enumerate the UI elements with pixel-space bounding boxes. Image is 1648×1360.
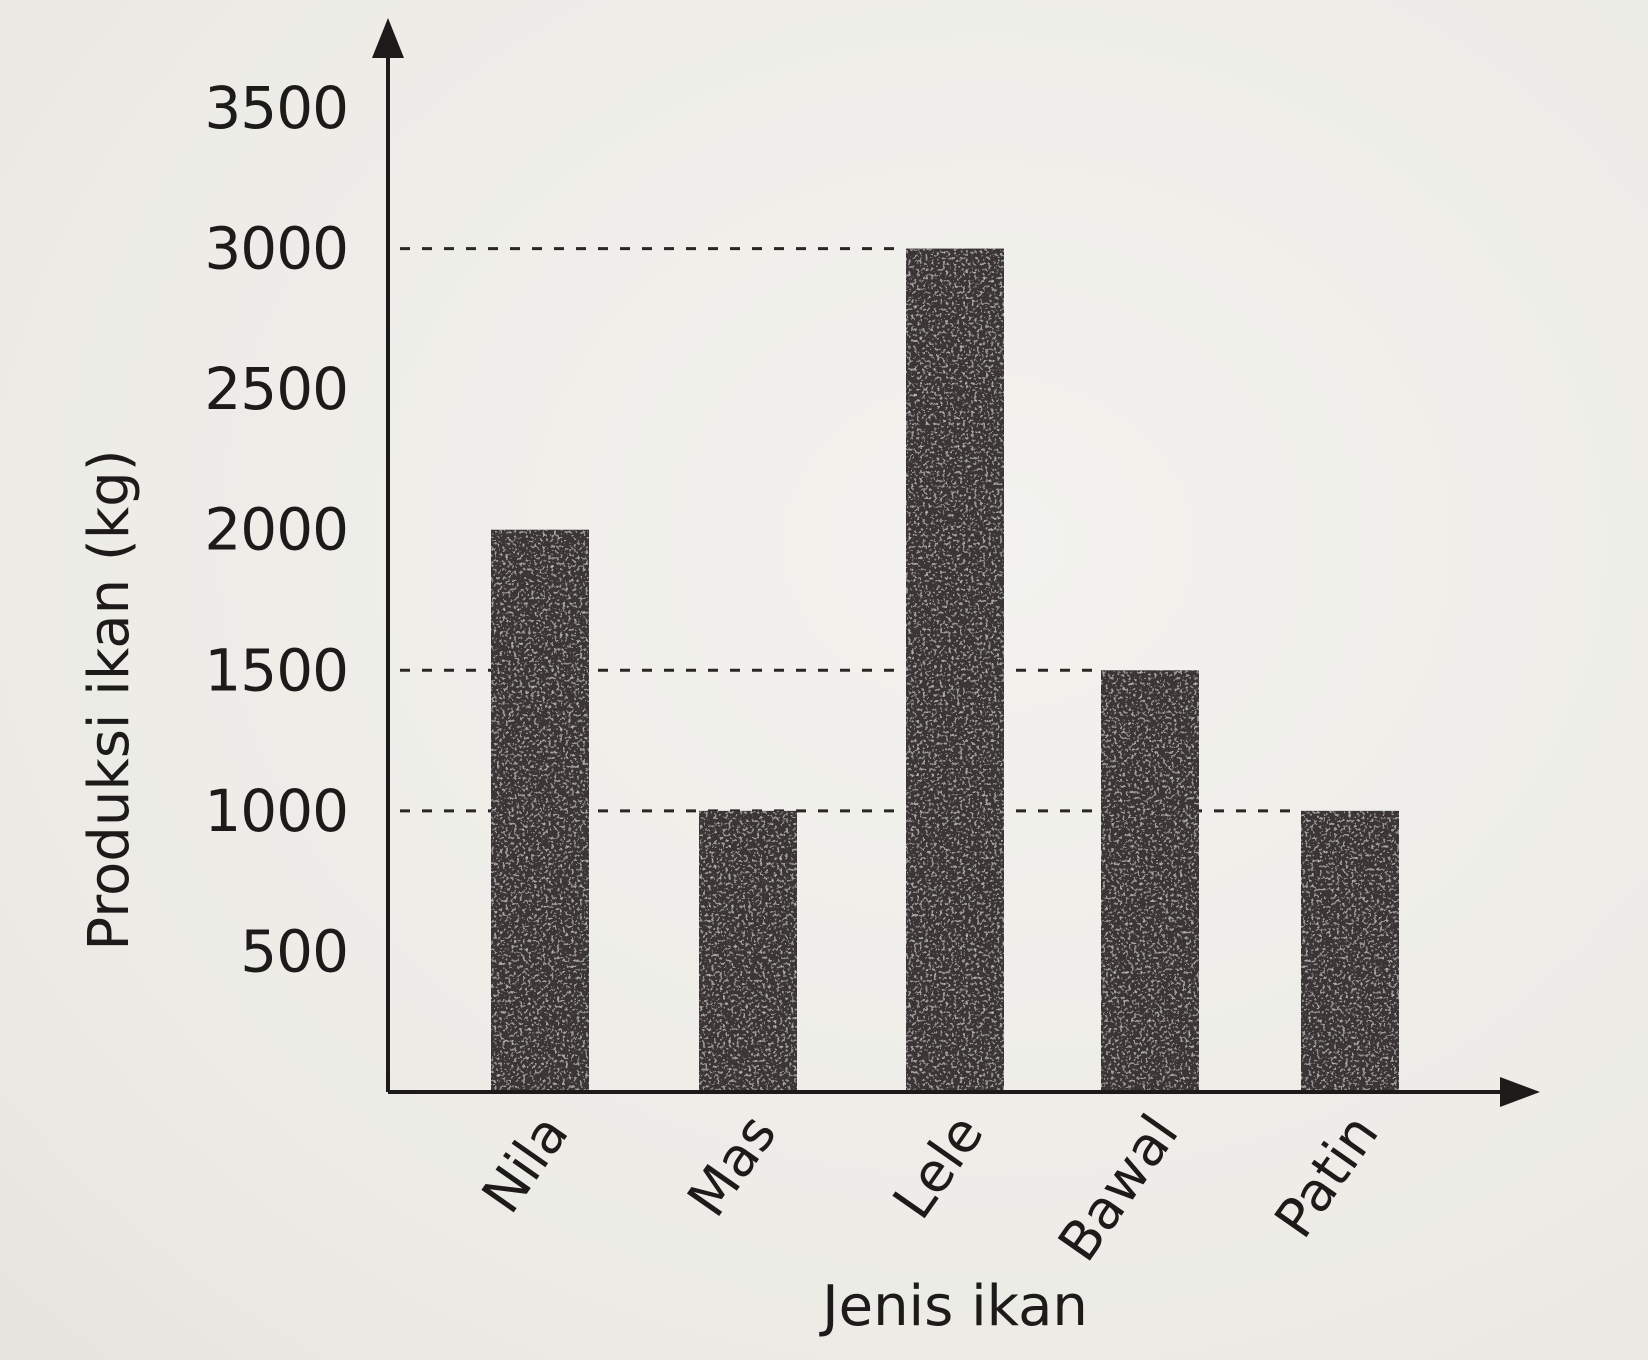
y-tick-label: 1500	[204, 636, 348, 704]
bar-mas	[699, 810, 797, 1092]
y-tick-label: 500	[240, 917, 348, 985]
y-tick-label: 1000	[204, 777, 348, 845]
bar-nila	[491, 529, 589, 1092]
y-axis-title: Produksi ikan (kg)	[77, 449, 142, 950]
y-tick-label: 2500	[204, 355, 348, 423]
bar-bawal	[1101, 670, 1199, 1092]
x-tick-labels: Nila Mas Lele Bawal Patin	[470, 1103, 1391, 1272]
x-tick-label: Bawal	[1046, 1103, 1191, 1272]
x-axis-title: Jenis ikan	[819, 1274, 1088, 1339]
y-tick-label: 3500	[204, 74, 348, 142]
bar-patin	[1301, 810, 1399, 1092]
x-tick-label: Nila	[470, 1103, 581, 1224]
y-tick-label: 3000	[204, 215, 348, 283]
x-axis-arrow	[1500, 1077, 1540, 1107]
y-axis-arrow	[372, 18, 404, 58]
y-tick-label: 2000	[204, 496, 348, 564]
x-tick-label: Mas	[675, 1103, 788, 1227]
bars	[491, 248, 1399, 1093]
y-tick-labels: 500 1000 1500 2000 2500 3000 3500	[204, 74, 349, 985]
x-tick-label: Patin	[1262, 1103, 1390, 1249]
bar-lele	[906, 248, 1004, 1093]
x-tick-label: Lele	[881, 1103, 996, 1230]
